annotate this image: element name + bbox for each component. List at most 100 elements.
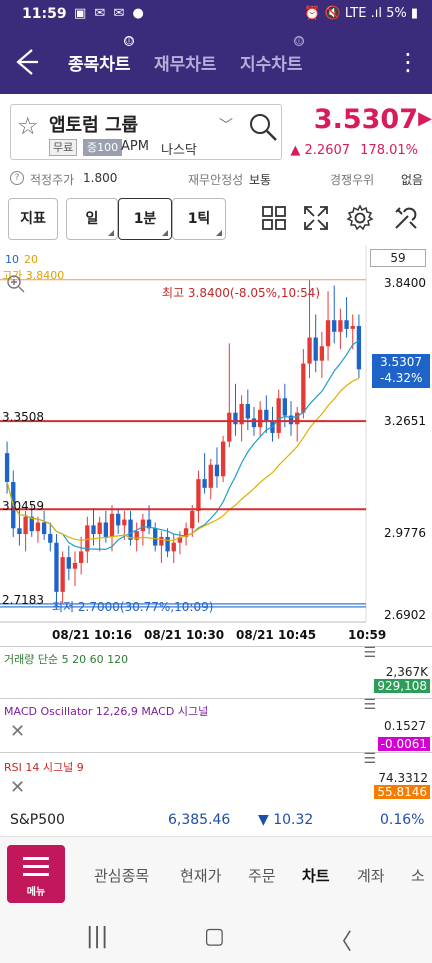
nav-current-price[interactable]: 현재가 <box>180 867 222 885</box>
period-min-label: 1분 <box>133 211 157 227</box>
badge-margin: 증100 <box>83 139 123 156</box>
candle-body <box>239 404 244 425</box>
candle-body <box>356 326 362 370</box>
rsi-top: 74.3312 <box>378 771 428 785</box>
level-3.0459: 3.0459 <box>2 499 44 513</box>
chart-area[interactable] <box>0 246 432 808</box>
candle-body <box>171 542 176 552</box>
high-price-label: 고가 3.8400 <box>2 269 65 282</box>
chevron-down-icon[interactable]: ﹀ <box>219 118 233 134</box>
menu-button[interactable]: 메뉴 <box>7 845 65 903</box>
candle-body <box>214 464 220 477</box>
hamburger-icon <box>23 857 49 881</box>
fin-stability-value: 보통 <box>249 173 272 187</box>
indicator-label: 지표 <box>20 211 46 227</box>
ma-legend-20: 20 <box>24 253 38 266</box>
index-change: ▼ 10.32 <box>258 812 314 828</box>
info-row: ? 적정주가 1.800 재무안정성 보통 경쟁우위 없음 <box>0 168 432 190</box>
candle-body <box>41 522 47 535</box>
ma20-line <box>6 377 360 541</box>
candle-body <box>264 409 269 422</box>
volume-menu-icon[interactable]: ☰ <box>363 645 376 661</box>
price-detail-arrow-icon[interactable]: ▶ <box>418 108 432 129</box>
ma10-line <box>6 340 360 551</box>
macd-menu-icon[interactable]: ☰ <box>363 697 376 713</box>
tab-index-chart-dot-icon: ⓘ <box>294 36 304 46</box>
home-icon[interactable]: ▢ <box>204 924 225 949</box>
nav-chart[interactable]: 차트 <box>302 867 330 885</box>
candle-body <box>66 557 71 569</box>
current-price: 3.5307 <box>313 104 418 135</box>
stock-selector[interactable]: ☆ 앱토럼 그룹 ﹀ 무료 증100 APM 나스닥 <box>10 104 282 160</box>
candle-body <box>159 536 164 546</box>
volume-pane[interactable]: 거래량 단순 5 20 60 120 2,367K 929,108 ☰ <box>0 645 432 696</box>
tab-stock-chart[interactable]: ⓘ 종목차트 <box>68 36 134 75</box>
candle-body <box>202 479 207 488</box>
candle-body <box>72 562 78 569</box>
tab-finance-chart-label: 재무차트 <box>154 55 217 75</box>
price-change-value: ▲ 2.2607 <box>290 143 351 158</box>
rsi-menu-icon[interactable]: ☰ <box>363 751 376 767</box>
macd-top: 0.1527 <box>384 719 426 733</box>
tab-index-chart-label: 지수차트 <box>240 55 303 75</box>
price-change: ▲ 2.2607 178.01% <box>290 143 418 158</box>
x-tick-1045: 08/21 10:45 <box>236 628 317 642</box>
tab-index-chart[interactable]: ⓘ 지수차트 <box>240 36 304 75</box>
back-icon[interactable]: 〈 <box>330 930 353 955</box>
candle-body <box>35 522 41 532</box>
index-name: S&P500 <box>10 812 65 828</box>
search-icon[interactable] <box>247 111 279 143</box>
max-annotation: 최고 3.8400(-8.05%,10:54) <box>162 286 321 300</box>
status-system-icons: ⏰ 🔇 LTE .ıl 5% ▮ <box>304 6 418 21</box>
nav-more[interactable]: 소 <box>411 867 425 885</box>
y-tick-2.9776: 2.9776 <box>384 526 426 540</box>
tools-wrench-icon[interactable] <box>392 204 420 232</box>
period-day-button[interactable]: 일 <box>66 198 118 240</box>
favorite-star-icon[interactable]: ☆ <box>17 112 39 140</box>
candle-body <box>233 412 238 425</box>
back-arrow-icon[interactable] <box>10 42 40 82</box>
recents-icon[interactable]: ||| <box>86 924 109 949</box>
x-tick-1016: 08/21 10:16 <box>52 628 133 642</box>
competitive-value: 없음 <box>401 173 424 187</box>
candle-body <box>344 320 349 329</box>
period-tick-button[interactable]: 1틱 <box>172 198 226 240</box>
current-price-tag-value: 3.5307 <box>380 355 422 369</box>
rsi-label: RSI 14 시그널 9 <box>4 761 84 774</box>
x-tick-1059: 10:59 <box>348 628 387 642</box>
min-annotation: 최저 2.7000(30.77%,10:09) <box>52 600 214 614</box>
zoom-in-icon[interactable] <box>6 274 28 296</box>
help-icon[interactable]: ? <box>10 171 24 185</box>
bottom-nav: 메뉴 관심종목 현재가 주문 차트 계좌 소 <box>0 836 432 914</box>
nav-account[interactable]: 계좌 <box>357 867 385 885</box>
candle-body <box>122 519 127 526</box>
stock-market: 나스닥 <box>161 143 197 158</box>
index-row[interactable]: S&P500 6,385.46 ▼ 10.32 0.16% <box>0 808 432 834</box>
level-3.3508: 3.3508 <box>2 410 44 424</box>
candle-body <box>245 404 250 419</box>
layout-grid-icon[interactable] <box>260 204 288 232</box>
app-header: ⓘ 종목차트 재무차트 ⓘ 지수차트 ⋮ <box>0 32 432 94</box>
rsi-close-icon[interactable]: ✕ <box>10 777 26 798</box>
candle-body <box>251 418 257 428</box>
more-menu-icon[interactable]: ⋮ <box>396 48 420 76</box>
settings-gear-icon[interactable] <box>346 204 374 232</box>
candle-body <box>307 337 312 364</box>
rsi-pane[interactable]: RSI 14 시그널 9 74.3312 55.8146 ☰ ✕ <box>0 751 432 806</box>
y-tick-3.2651: 3.2651 <box>384 414 426 428</box>
candle-body <box>325 320 331 347</box>
macd-close-icon[interactable]: ✕ <box>10 721 26 742</box>
candle-count-field[interactable]: 59 <box>370 249 426 267</box>
fullscreen-icon[interactable] <box>302 204 330 232</box>
candle-body <box>78 551 84 563</box>
macd-pane[interactable]: MACD Oscillator 12,26,9 MACD 시그널 0.1527 … <box>0 697 432 752</box>
current-price-tag-pct: -4.32% <box>380 371 423 385</box>
candle-body <box>153 528 158 546</box>
indicator-button[interactable]: 지표 <box>8 198 58 240</box>
candle-body <box>313 337 318 361</box>
status-notification-icons: ▣ ✉ ✉ ● <box>74 6 146 21</box>
nav-watchlist[interactable]: 관심종목 <box>94 867 150 885</box>
period-min-button[interactable]: 1분 <box>118 198 172 240</box>
tab-finance-chart[interactable]: 재무차트 <box>154 50 217 75</box>
nav-order[interactable]: 주문 <box>248 867 276 885</box>
